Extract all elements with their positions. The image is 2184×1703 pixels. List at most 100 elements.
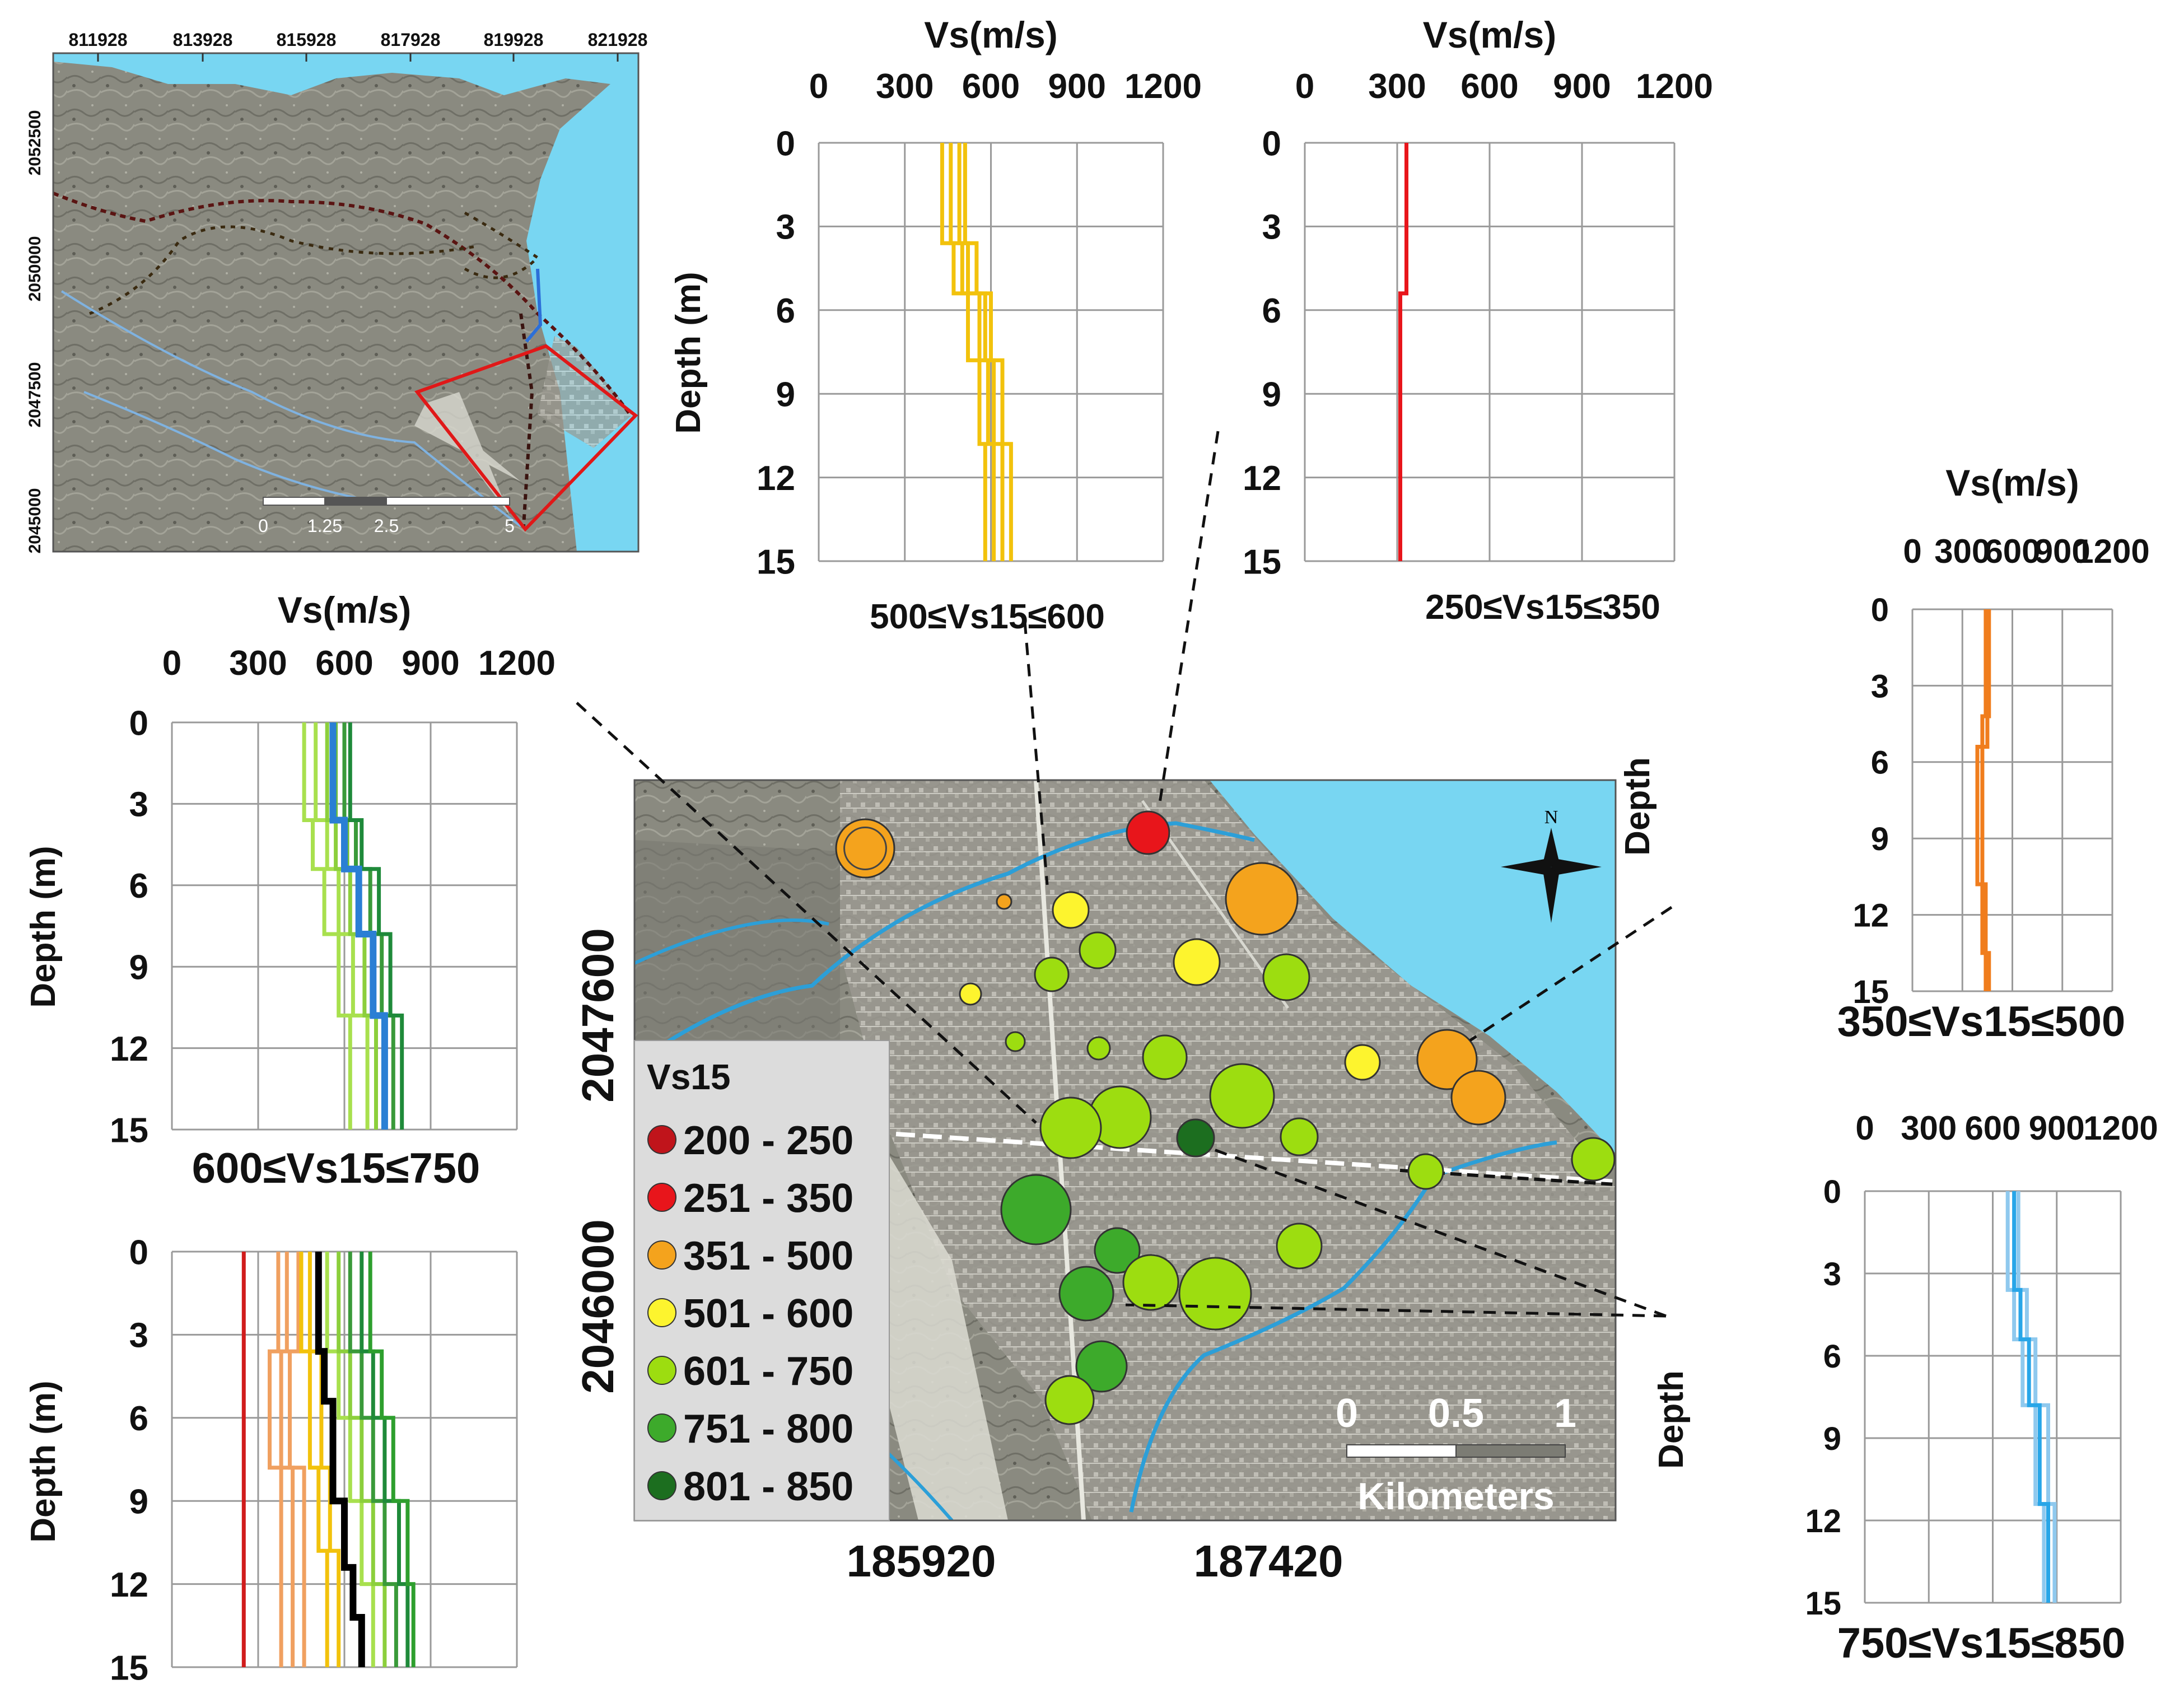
overview-top-tick: 815928 bbox=[277, 30, 337, 50]
profile-title: Vs(m/s) bbox=[278, 589, 411, 631]
profile-y-tick: 15 bbox=[757, 543, 795, 581]
profile-y-tick: 9 bbox=[1823, 1421, 1841, 1457]
profile-series-line bbox=[299, 1252, 329, 1667]
profile-series-line bbox=[963, 143, 1013, 561]
profile-x-tick: 1200 bbox=[1636, 67, 1713, 106]
profile-x-tick: 900 bbox=[402, 644, 459, 683]
profile-y-tick: 6 bbox=[129, 1399, 148, 1438]
legend-swatch bbox=[647, 1298, 676, 1327]
profile-y-tick: 3 bbox=[129, 786, 148, 824]
site-marker bbox=[1122, 1254, 1179, 1311]
overview-sea bbox=[53, 53, 638, 552]
legend-label: 601 - 750 bbox=[683, 1349, 853, 1394]
vs15-legend: Vs15 200 - 250 251 - 350 351 - 500 501 - 60… bbox=[634, 1040, 890, 1521]
profile-x-tick: 0 bbox=[1295, 67, 1314, 106]
profile-series-line bbox=[348, 1252, 398, 1667]
profile-y-label: Depth bbox=[1652, 1370, 1691, 1469]
profile-series-line bbox=[940, 143, 987, 561]
main-scale-label: 0 bbox=[1336, 1391, 1358, 1436]
legend-label: 200 - 250 bbox=[683, 1118, 853, 1163]
legend-label: 751 - 800 bbox=[683, 1407, 853, 1452]
vs-profile-bottom-left: 0 3 6 9 12 15 Depth (m) bbox=[24, 1233, 518, 1687]
profile-y-tick: 15 bbox=[1805, 1585, 1841, 1622]
profile-series-line bbox=[279, 1252, 295, 1667]
profile-grid bbox=[1304, 142, 1676, 562]
profile-caption: 500≤Vs15≤600 bbox=[870, 598, 1105, 636]
profile-series-line bbox=[2012, 1191, 2050, 1603]
profile-caption: 350≤Vs15≤500 bbox=[1837, 998, 2126, 1046]
profile-x-tick: 300 bbox=[876, 67, 934, 106]
profile-y-tick: 6 bbox=[1871, 745, 1889, 781]
main-scale-label: 1 bbox=[1554, 1391, 1576, 1436]
profile-y-tick: 12 bbox=[757, 459, 795, 498]
profile-x-tick: 600 bbox=[1460, 67, 1518, 106]
legend-label: 801 - 850 bbox=[683, 1464, 853, 1509]
main-map: Vs15 200 - 250 251 - 350 351 - 500 501 - 60… bbox=[573, 779, 1617, 1586]
profile-y-tick: 9 bbox=[129, 949, 148, 987]
site-marker bbox=[996, 893, 1012, 910]
profile-series-line bbox=[1398, 143, 1408, 561]
site-marker bbox=[1058, 1266, 1114, 1322]
site-marker bbox=[1276, 1223, 1323, 1270]
profile-y-tick: 0 bbox=[1262, 124, 1281, 163]
site-marker bbox=[1173, 938, 1221, 986]
site-marker bbox=[1094, 1227, 1141, 1274]
profile-y-tick: 12 bbox=[1243, 459, 1281, 498]
site-marker bbox=[1000, 1174, 1072, 1245]
site-marker bbox=[1079, 931, 1117, 969]
profile-x-tick: 0 bbox=[809, 67, 828, 106]
site-marker bbox=[1039, 1097, 1102, 1159]
overview-top-tick: 813928 bbox=[173, 30, 233, 50]
site-marker bbox=[1262, 953, 1310, 1001]
profile-x-tick: 900 bbox=[2029, 1109, 2085, 1147]
profile-y-tick: 15 bbox=[1243, 543, 1281, 581]
profile-series-line bbox=[949, 143, 996, 561]
study-area-outline bbox=[414, 344, 638, 532]
site-marker bbox=[1126, 810, 1170, 855]
site-marker bbox=[959, 982, 982, 1006]
profile-y-tick: 0 bbox=[129, 704, 148, 743]
profile-x-tick: 0 bbox=[162, 644, 181, 683]
legend-swatch bbox=[647, 1125, 676, 1154]
site-marker bbox=[1176, 1118, 1215, 1158]
profile-x-tick: 900 bbox=[1048, 67, 1106, 106]
profile-x-tick: 1200 bbox=[2075, 533, 2149, 570]
profile-grid bbox=[818, 142, 1164, 562]
profile-series-line bbox=[337, 1252, 387, 1667]
profile-y-label: Depth (m) bbox=[669, 272, 708, 433]
main-map-x-label-1: 185920 bbox=[847, 1536, 996, 1586]
profile-y-tick: 15 bbox=[1852, 974, 1889, 1010]
overview-scale-label: 5 bbox=[505, 516, 515, 536]
profile-series-line bbox=[325, 1252, 375, 1667]
profile-title: Vs(m/s) bbox=[924, 14, 1057, 55]
overview-left-tick: 2045000 bbox=[26, 488, 44, 554]
overview-left-ticks: 2052500 2050000 2047500 2045000 bbox=[26, 110, 44, 554]
overview-top-ticks: 811928 813928 815928 817928 819928 821928 bbox=[68, 30, 647, 62]
profile-x-tick: 1200 bbox=[2083, 1109, 2158, 1147]
profile-y-tick: 12 bbox=[110, 1030, 148, 1069]
site-marker bbox=[1571, 1137, 1616, 1182]
profile-x-tick: 600 bbox=[962, 67, 1020, 106]
site-marker bbox=[1416, 1029, 1478, 1090]
site-marker bbox=[1005, 1031, 1026, 1052]
profile-x-tick: 900 bbox=[1553, 67, 1611, 106]
profile-title: Vs(m/s) bbox=[1945, 462, 2079, 503]
profile-y-label: Depth (m) bbox=[24, 1380, 63, 1542]
profile-y-tick: 3 bbox=[776, 208, 795, 247]
profile-y-tick: 3 bbox=[129, 1317, 148, 1355]
overview-top-tick: 821928 bbox=[588, 30, 648, 50]
north-arrow-icon: N bbox=[1501, 807, 1602, 923]
profile-series-line bbox=[315, 1252, 365, 1667]
profile-y-tick: 9 bbox=[129, 1483, 148, 1522]
profile-x-tick: 0 bbox=[1903, 533, 1921, 570]
profile-y-tick: 0 bbox=[776, 124, 795, 163]
vs-profile-top-right: Vs(m/s) 0 300 600 900 1200 0 3 6 9 12 15 250≤Vs15≤35… bbox=[1243, 14, 1713, 627]
profile-y-tick: 6 bbox=[1262, 292, 1281, 330]
profile-y-tick: 15 bbox=[110, 1649, 148, 1687]
profile-y-tick: 9 bbox=[1262, 376, 1281, 414]
profile-y-tick: 12 bbox=[1852, 897, 1889, 934]
profile-y-tick: 12 bbox=[110, 1566, 148, 1604]
